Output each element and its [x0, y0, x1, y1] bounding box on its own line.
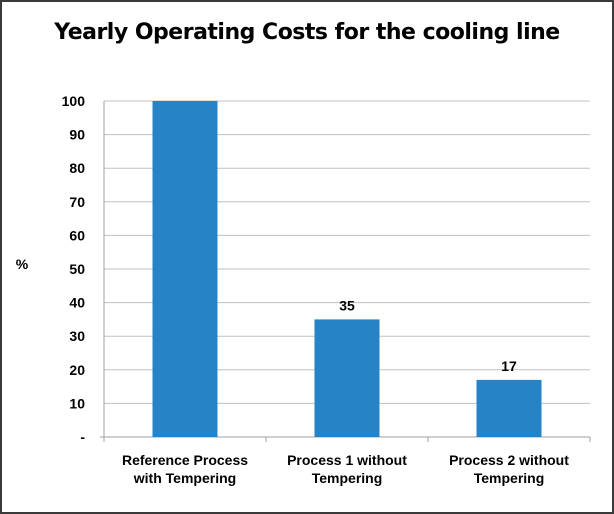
- y-tick-label: 10: [69, 395, 85, 411]
- x-category-label: Reference Process: [122, 452, 248, 468]
- bar: [152, 101, 218, 437]
- y-tick-label: 100: [62, 93, 86, 109]
- y-tick-label: 70: [69, 194, 85, 210]
- bar: [476, 379, 542, 437]
- data-label: 35: [339, 297, 355, 313]
- x-category-label: Process 1 without: [287, 452, 407, 468]
- x-category-label: with Tempering: [133, 470, 236, 486]
- y-tick-label: 60: [69, 227, 85, 243]
- y-tick-label: 20: [69, 362, 85, 378]
- bar: [314, 319, 380, 437]
- y-axis-label: %: [16, 256, 29, 272]
- y-tick-label: 80: [69, 160, 85, 176]
- data-label: 17: [501, 358, 517, 374]
- y-tick-label: -: [80, 429, 85, 445]
- x-category-label: Tempering: [474, 470, 545, 486]
- y-tick-label: 50: [69, 261, 85, 277]
- x-category-label: Process 2 without: [449, 452, 569, 468]
- y-tick-label: 90: [69, 127, 85, 143]
- chart-title: Yearly Operating Costs for the cooling l…: [54, 20, 560, 45]
- x-category-label: Tempering: [312, 470, 383, 486]
- y-tick-label: 30: [69, 328, 85, 344]
- y-tick-label: 40: [69, 295, 85, 311]
